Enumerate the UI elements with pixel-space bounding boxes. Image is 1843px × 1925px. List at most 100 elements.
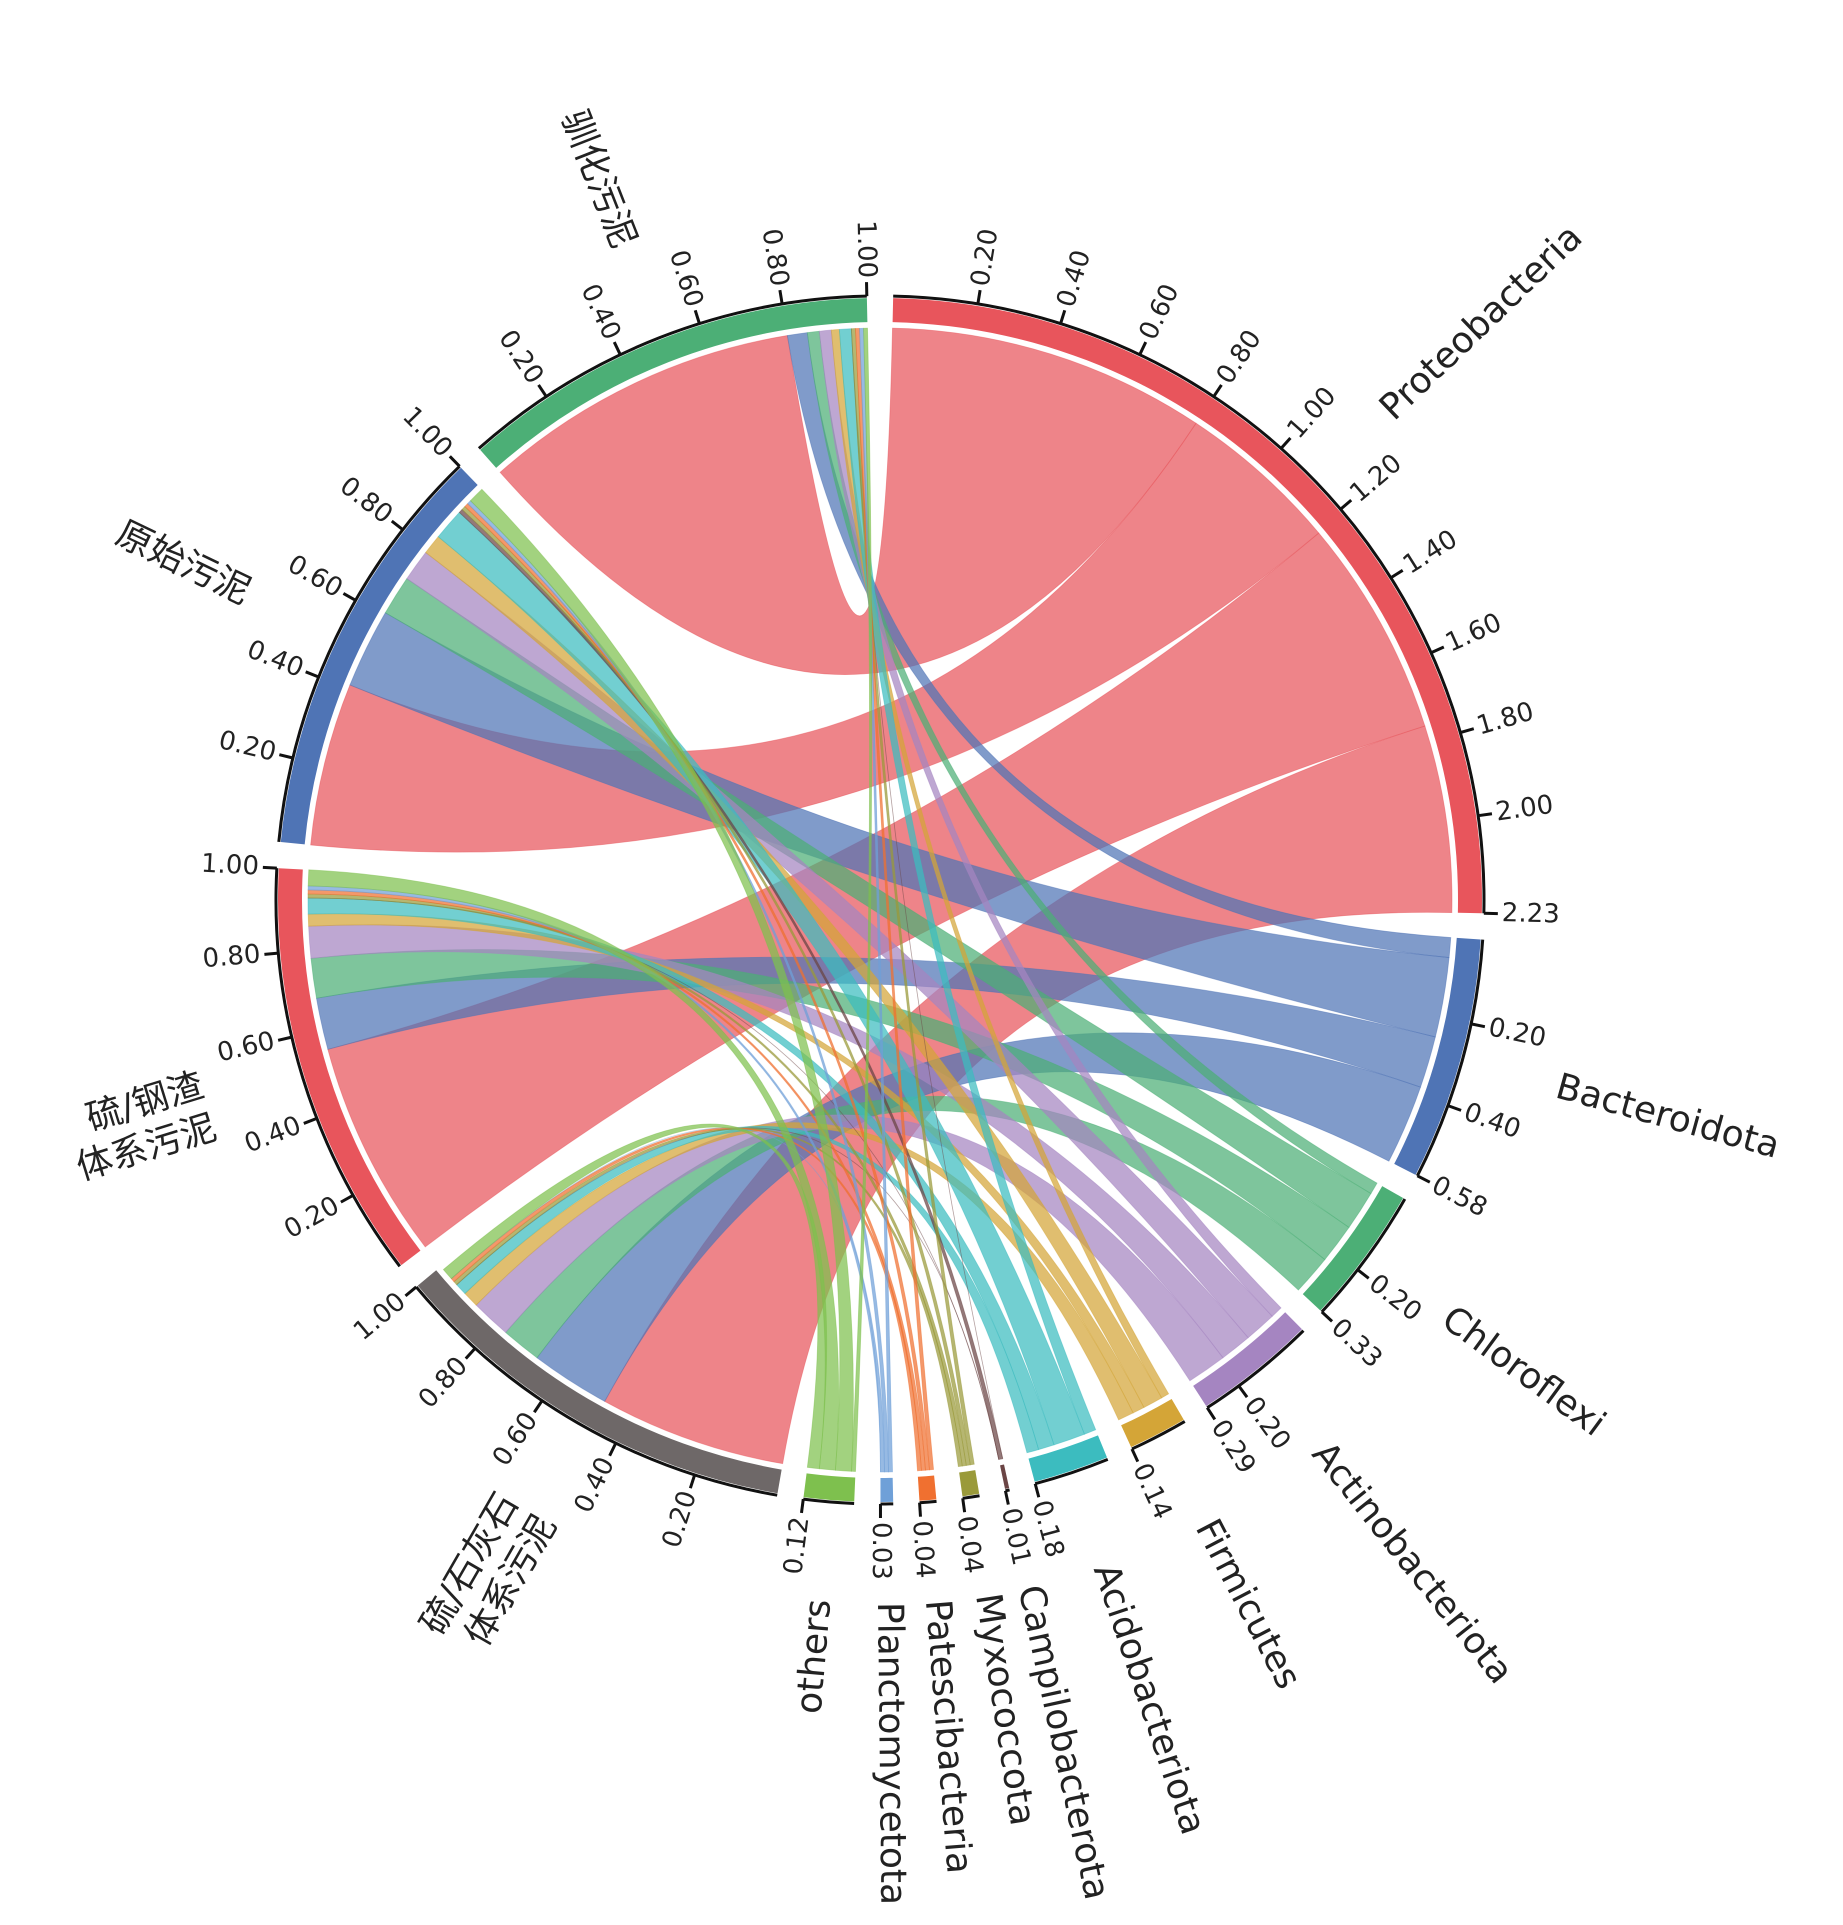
tick-mark bbox=[1416, 1174, 1431, 1184]
tick-mark bbox=[264, 951, 279, 956]
tick-label: 1.40 bbox=[1398, 524, 1463, 580]
ribbon bbox=[307, 897, 1055, 1451]
group-arc bbox=[480, 298, 868, 468]
tick-label: 0.20 bbox=[1486, 1012, 1549, 1053]
tick-label: 0.40 bbox=[569, 1453, 621, 1518]
tick-mark bbox=[404, 1285, 418, 1298]
tick-mark bbox=[262, 865, 277, 870]
ribbon bbox=[467, 500, 889, 1473]
axis-line bbox=[477, 294, 867, 450]
group-arc bbox=[959, 1470, 980, 1497]
group-label: 驯化污泥 bbox=[553, 104, 644, 253]
ribbon bbox=[349, 612, 1450, 1038]
tick-mark bbox=[1059, 309, 1067, 325]
group-label: Patescibacteria bbox=[917, 1598, 980, 1875]
axis-line bbox=[274, 868, 401, 1268]
tick-mark bbox=[800, 1498, 805, 1514]
tick-label: 2.00 bbox=[1494, 790, 1556, 828]
tick-mark bbox=[533, 1399, 544, 1414]
tick-label: 0.60 bbox=[1133, 280, 1185, 345]
ribbon bbox=[307, 885, 885, 1473]
axis-line bbox=[893, 294, 1486, 914]
group-label: Acidobacteriota bbox=[1085, 1559, 1214, 1840]
tick-mark bbox=[1356, 1268, 1370, 1280]
tick-label: 0.20 bbox=[965, 227, 1004, 289]
tick-mark bbox=[778, 289, 784, 305]
group-arc bbox=[1193, 1312, 1303, 1406]
ribbon bbox=[461, 505, 971, 1466]
tick-label: 0.80 bbox=[334, 471, 398, 530]
tick-label: 1.00 bbox=[396, 401, 458, 463]
group-arc bbox=[278, 868, 421, 1266]
tick-label: 0.40 bbox=[1460, 1097, 1525, 1145]
group-arc bbox=[1302, 1186, 1404, 1311]
axis-line bbox=[1005, 1488, 1010, 1493]
tick-mark bbox=[1205, 1406, 1217, 1421]
axis-line bbox=[1320, 1198, 1407, 1313]
tick-label: 0.58 bbox=[1427, 1170, 1492, 1223]
ribbon bbox=[307, 869, 839, 1471]
ribbon bbox=[307, 889, 926, 1471]
tick-mark bbox=[688, 1474, 697, 1489]
tick-label: 0.80 bbox=[413, 1351, 474, 1414]
ribbon bbox=[464, 503, 930, 1471]
tick-mark bbox=[277, 1035, 293, 1042]
tick-mark bbox=[278, 753, 294, 760]
tick-mark bbox=[464, 1347, 477, 1360]
group-arc bbox=[1394, 937, 1481, 1175]
tick-label: 0.20 bbox=[216, 725, 279, 768]
tick-mark bbox=[608, 1442, 618, 1457]
group-arc bbox=[1028, 1435, 1108, 1482]
group-label: Actinobacteriota bbox=[1304, 1434, 1521, 1691]
ribbon bbox=[469, 488, 854, 1472]
tick-mark bbox=[1212, 384, 1223, 398]
tick-label: 0.12 bbox=[778, 1515, 815, 1576]
tick-mark bbox=[612, 341, 622, 356]
tick-label: 0.04 bbox=[951, 1514, 989, 1575]
ribbon bbox=[830, 329, 1170, 1399]
group-arc bbox=[280, 467, 478, 845]
tick-mark bbox=[1279, 436, 1292, 450]
tick-mark bbox=[1447, 1104, 1462, 1112]
tick-label: 0.20 bbox=[279, 1191, 344, 1245]
ribbon bbox=[859, 327, 893, 1473]
tick-mark bbox=[1130, 1448, 1140, 1463]
tick-label: 0.80 bbox=[201, 939, 261, 974]
ribbon bbox=[307, 893, 967, 1467]
group-arc bbox=[417, 1270, 782, 1494]
tick-mark bbox=[305, 670, 320, 679]
tick-label: 0.40 bbox=[240, 1110, 305, 1159]
ribbon bbox=[425, 536, 1163, 1408]
axis-line bbox=[277, 465, 461, 843]
tick-label: 0.20 bbox=[657, 1487, 703, 1551]
tick-label: 0.60 bbox=[487, 1407, 544, 1472]
tick-label: 0.04 bbox=[906, 1520, 940, 1580]
tick-mark bbox=[918, 1502, 922, 1517]
tick-mark bbox=[390, 519, 404, 531]
ribbon bbox=[406, 551, 1273, 1339]
group-label: Bacteroidota bbox=[1552, 1066, 1785, 1167]
tick-label: 0.40 bbox=[243, 635, 308, 684]
tick-label: 0.80 bbox=[1211, 325, 1268, 390]
ribbon bbox=[536, 1032, 1422, 1402]
tick-label: 1.80 bbox=[1473, 697, 1537, 742]
tick-label: 1.00 bbox=[1281, 381, 1342, 444]
group-arc bbox=[880, 1477, 894, 1502]
tick-mark bbox=[340, 1193, 354, 1204]
tick-mark bbox=[693, 309, 701, 325]
group-arc bbox=[1121, 1399, 1184, 1448]
ribbon bbox=[475, 1114, 1224, 1382]
group-arc bbox=[803, 1473, 856, 1502]
tick-mark bbox=[537, 384, 548, 398]
tick-label: 0.40 bbox=[1051, 247, 1097, 311]
ribbon bbox=[806, 330, 1378, 1195]
tick-mark bbox=[1339, 499, 1353, 511]
ribbon bbox=[456, 1125, 1040, 1454]
ribbon bbox=[786, 332, 1452, 959]
axis-line bbox=[1416, 939, 1485, 1177]
tick-label: 1.60 bbox=[1441, 607, 1506, 658]
tick-label: 1.00 bbox=[348, 1287, 412, 1347]
axis-line bbox=[415, 1285, 778, 1497]
